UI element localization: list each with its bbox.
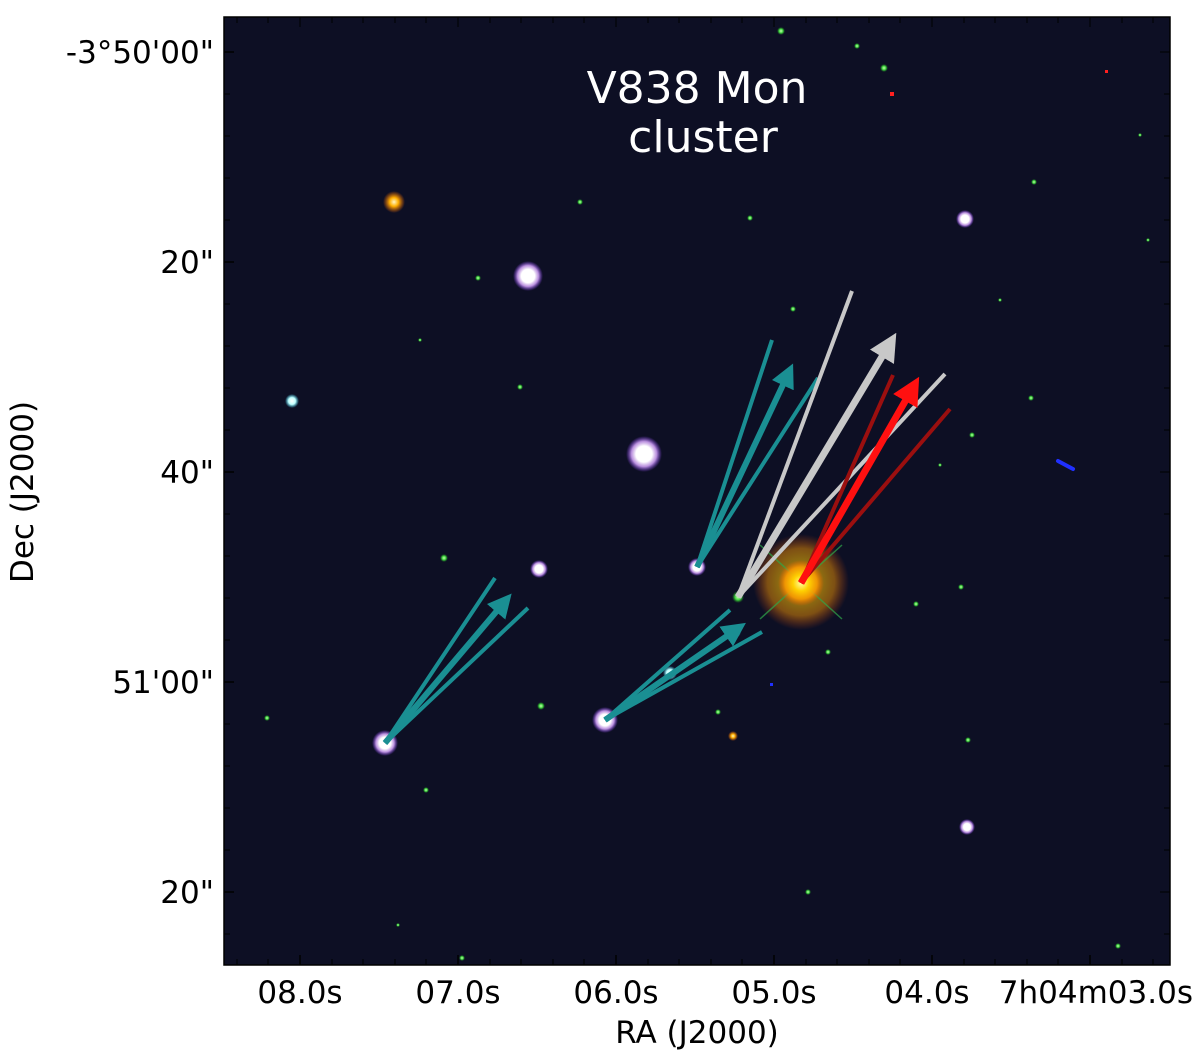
y-tick-label: 40" — [160, 455, 214, 491]
faint-star — [459, 955, 465, 961]
faint-star — [777, 27, 785, 35]
faint-star — [517, 384, 523, 390]
x-tick-label: 06.0s — [573, 975, 658, 1011]
faint-star — [965, 737, 971, 743]
red-pixel-artifact — [890, 92, 894, 96]
white-uncertainty-line — [736, 372, 947, 599]
faint-star — [1115, 943, 1121, 949]
faint-star — [728, 731, 738, 741]
faint-star — [577, 199, 583, 205]
white-star — [956, 210, 974, 228]
y-tick-label: 20" — [160, 875, 214, 911]
faint-star — [958, 584, 964, 590]
faint-star — [913, 601, 919, 607]
x-tick-label: 7h04m03.0s — [999, 975, 1193, 1011]
cyan-uncertainty-line — [603, 608, 732, 722]
title-line-2: cluster — [628, 112, 779, 163]
faint-star — [825, 649, 831, 655]
cyan-star — [285, 394, 299, 408]
y-ticks-right — [1160, 51, 1170, 935]
cyan-uncertainty-line — [383, 576, 497, 745]
cyan-motion-arrow — [382, 593, 512, 745]
faint-star — [805, 889, 811, 895]
orange-star — [383, 191, 405, 213]
x-tick-label: 04.0s — [884, 975, 969, 1011]
white-star — [530, 560, 548, 578]
faint-star — [1146, 238, 1150, 242]
y-tick-label: 20" — [160, 245, 214, 281]
dark-red-uncertainty-line — [799, 407, 952, 585]
faint-star — [423, 787, 429, 793]
faint-star — [418, 338, 422, 342]
y-tick-label: 51'00" — [112, 665, 214, 701]
x-major-ticks-bottom — [299, 955, 1091, 965]
title-line-1: V838 Mon — [587, 63, 808, 114]
x-tick-labels: 08.0s 07.0s 06.0s 05.0s 04.0s 7h04m03.0s — [257, 975, 1193, 1011]
sky-background — [224, 17, 1170, 965]
white-star — [513, 261, 543, 291]
y-minor-ticks-left — [224, 93, 230, 935]
faint-star — [440, 554, 448, 562]
faint-star — [880, 64, 888, 72]
white-star — [959, 819, 975, 835]
faint-field-stars — [264, 27, 1150, 961]
proper-motion-arrows — [382, 290, 952, 745]
cyan-uncertainty-line — [695, 339, 774, 568]
x-tick-label: 07.0s — [415, 975, 500, 1011]
plot-frame — [223, 16, 1171, 966]
faint-star — [396, 923, 400, 927]
x-minor-ticks-bottom — [236, 959, 1154, 965]
y-major-ticks-left — [224, 51, 234, 893]
white-motion-arrow — [734, 332, 897, 599]
faint-star — [537, 702, 545, 710]
faint-star — [747, 215, 753, 221]
red-motion-arrow — [797, 376, 920, 585]
cyan-uncertainty-line — [695, 376, 820, 569]
faint-star — [790, 306, 796, 312]
x-axis-label: RA (J2000) — [615, 1015, 779, 1051]
red-pixel-artifact — [1105, 70, 1108, 73]
y-axis-label: Dec (J2000) — [5, 401, 41, 583]
faint-star — [938, 463, 942, 467]
faint-star — [264, 715, 270, 721]
y-tick-labels: -3°50'00" 20" 40" 51'00" 20" — [66, 35, 214, 911]
white-uncertainty-line — [736, 290, 854, 598]
x-tick-label: 05.0s — [731, 975, 816, 1011]
faint-star — [715, 709, 721, 715]
x-ticks-top — [236, 17, 1154, 27]
faint-star — [854, 43, 860, 49]
faint-star — [1031, 179, 1037, 185]
faint-star — [475, 275, 481, 281]
blue-streak-artifact — [1056, 459, 1075, 471]
blue-pixel-artifact — [770, 683, 773, 686]
cyan-motion-arrow — [694, 363, 794, 569]
faint-star — [969, 432, 975, 438]
dark-red-uncertainty-line — [799, 374, 895, 584]
x-tick-label: 08.0s — [257, 975, 342, 1011]
faint-star — [1028, 395, 1034, 401]
white-star — [626, 436, 662, 472]
cyan-motion-arrow — [603, 622, 746, 723]
faint-star — [998, 298, 1002, 302]
faint-star — [1138, 133, 1142, 137]
y-tick-label: -3°50'00" — [66, 35, 214, 71]
cyan-uncertainty-line — [383, 606, 530, 745]
